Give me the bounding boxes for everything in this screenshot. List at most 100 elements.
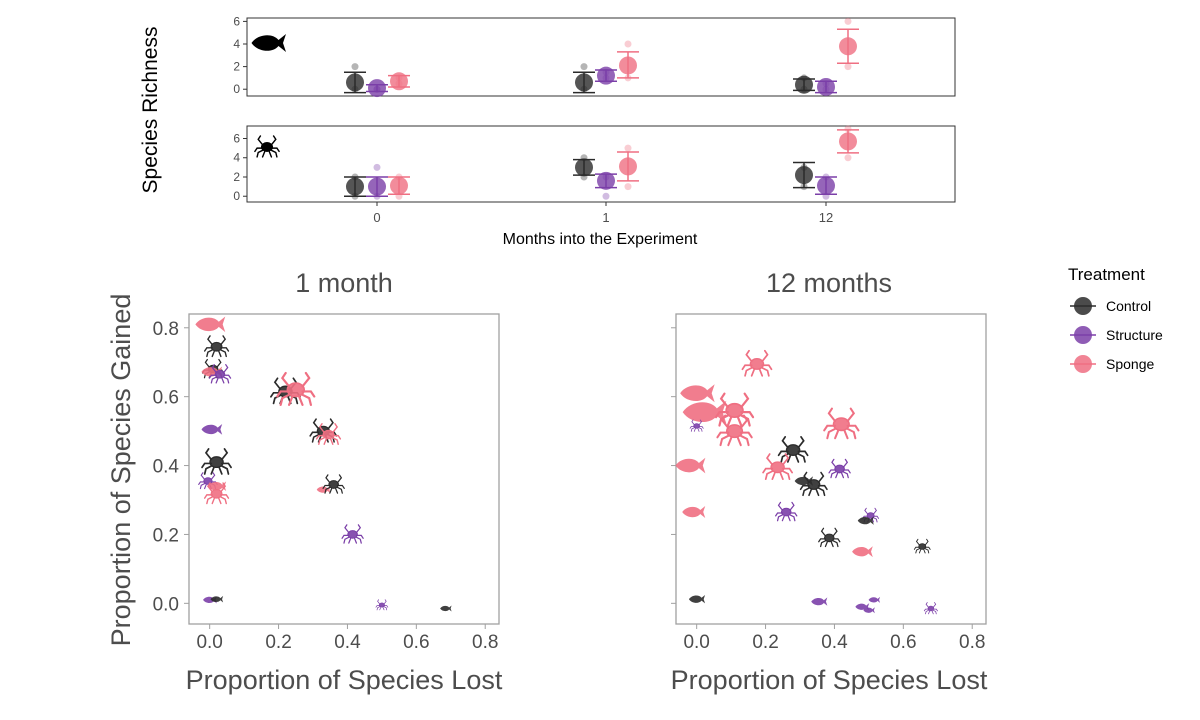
twelve-months-x-tick-label: 0.2 bbox=[752, 632, 778, 653]
legend-item-sponge: Sponge bbox=[1070, 355, 1154, 373]
fish-richness-y-tick-label: 0 bbox=[233, 82, 240, 96]
one-month-y-tick-label: 0.4 bbox=[153, 457, 180, 478]
crab-richness-mean-point bbox=[575, 158, 593, 177]
richness-x-label: Months into the Experiment bbox=[503, 231, 698, 248]
one-month-y-tick-label: 0.6 bbox=[153, 388, 179, 409]
one-month-crab-point bbox=[322, 474, 345, 494]
gain-loss-panels: Proportion of Species Gained 1 month Pro… bbox=[106, 268, 988, 695]
twelve-months-crab-point bbox=[823, 407, 860, 440]
twelve-months-x-tick-label: 0.0 bbox=[683, 632, 709, 653]
crab-silhouette-icon bbox=[254, 135, 280, 158]
one-month-x-label: Proportion of Species Lost bbox=[186, 665, 503, 695]
crab-richness-raw-point bbox=[844, 154, 852, 162]
twelve-months-crab-point bbox=[689, 419, 704, 432]
crab-richness-panel: 0 2 4 6 0 1 12 bbox=[233, 125, 956, 225]
fish-silhouette-icon bbox=[251, 34, 286, 52]
fish-richness-panel: 0 2 4 6 bbox=[233, 14, 956, 98]
fish-richness-raw-point bbox=[351, 63, 359, 71]
twelve-months-crab-point bbox=[923, 602, 938, 615]
one-month-x-tick-label: 0.0 bbox=[196, 632, 222, 653]
one-month-frame bbox=[188, 313, 500, 625]
fish-richness-mean-point bbox=[839, 37, 857, 56]
one-month-crab-point bbox=[203, 335, 230, 358]
legend-control-label: Control bbox=[1106, 298, 1151, 314]
one-month-crab-point bbox=[375, 599, 389, 611]
crab-richness-x-tick-label: 0 bbox=[373, 210, 380, 225]
twelve-months-fish-point bbox=[675, 457, 706, 474]
fish-richness-mean-point bbox=[390, 72, 408, 91]
crab-richness-y-tick-label: 4 bbox=[233, 151, 240, 165]
crab-richness-raw-point bbox=[624, 183, 632, 191]
one-month-y-tick-label: 0.2 bbox=[153, 525, 179, 546]
richness-y-label: Species Richness bbox=[139, 27, 162, 194]
crab-richness-y-tick-label: 6 bbox=[233, 132, 240, 146]
one-month-y-tick-label: 0.8 bbox=[153, 319, 179, 340]
crab-richness-mean-point bbox=[795, 166, 813, 185]
fish-richness-mean-point bbox=[619, 56, 637, 75]
crab-richness-mean-point bbox=[368, 177, 386, 196]
fish-richness-mean-point bbox=[368, 79, 386, 98]
crab-richness-x-tick-label: 12 bbox=[819, 210, 833, 225]
fish-richness-y-tick-label: 2 bbox=[233, 60, 240, 74]
crab-richness-mean-point bbox=[619, 157, 637, 176]
twelve-months-fish-point bbox=[682, 506, 706, 519]
legend-item-control: Control bbox=[1070, 297, 1151, 315]
twelve-months-crab-point bbox=[777, 435, 809, 463]
one-month-x-tick-label: 0.8 bbox=[472, 632, 498, 653]
legend-structure-label: Structure bbox=[1106, 327, 1163, 343]
one-month-fish-point bbox=[201, 423, 223, 435]
twelve-months-crab-point bbox=[913, 538, 931, 554]
twelve-months-crab-point bbox=[716, 414, 753, 447]
twelve-months-crab-point bbox=[762, 453, 793, 481]
fish-richness-raw-point bbox=[844, 63, 852, 71]
legend-sponge-swatch bbox=[1074, 355, 1092, 373]
gained-y-label: Proportion of Species Gained bbox=[106, 294, 136, 647]
fish-richness-raw-point bbox=[624, 40, 632, 48]
one-month-x-tick-label: 0.2 bbox=[265, 632, 291, 653]
twelve-months-x-tick-label: 0.4 bbox=[821, 632, 848, 653]
crab-richness-mean-point bbox=[597, 171, 615, 190]
one-month-crab-point bbox=[201, 448, 232, 475]
fish-richness-mean-point bbox=[575, 73, 593, 92]
crab-richness-raw-point bbox=[602, 192, 610, 200]
legend: Treatment Control Structure Sponge bbox=[1068, 265, 1163, 373]
twelve-months-x-tick-label: 0.8 bbox=[959, 632, 985, 653]
one-month-x-tick-label: 0.6 bbox=[403, 632, 429, 653]
crab-richness-frame bbox=[246, 125, 956, 203]
twelve-months-fish-point bbox=[811, 597, 828, 606]
one-month-title: 1 month bbox=[295, 268, 393, 298]
twelve-months-x-tick-label: 0.6 bbox=[890, 632, 916, 653]
crab-richness-mean-point bbox=[346, 177, 364, 196]
crab-richness-raw-point bbox=[844, 125, 852, 133]
crab-richness-y-tick-label: 0 bbox=[233, 189, 240, 203]
twelve-months-title: 12 months bbox=[766, 268, 892, 298]
twelve-months-crab-point bbox=[818, 527, 841, 548]
one-month-y-tick-label: 0.0 bbox=[153, 594, 179, 615]
twelve-months-x-label: Proportion of Species Lost bbox=[671, 665, 988, 695]
twelve-months-fish-point bbox=[868, 596, 881, 603]
twelve-months-fish-point bbox=[680, 384, 715, 403]
fish-richness-y-tick-label: 4 bbox=[233, 37, 240, 51]
richness-panels: Species Richness 0 2 4 6 0 2 4 6 0 1 12 Months in… bbox=[139, 14, 956, 248]
twelve-months-crab-point bbox=[828, 458, 851, 479]
fish-richness-mean-point bbox=[597, 66, 615, 85]
fish-richness-mean-point bbox=[346, 73, 364, 92]
crab-richness-y-tick-label: 2 bbox=[233, 170, 240, 184]
crab-richness-mean-point bbox=[390, 176, 408, 195]
twelve-months-crab-point bbox=[775, 501, 798, 522]
twelve-months-panel: 12 months Proportion of Species Lost 0.0… bbox=[671, 268, 988, 695]
twelve-months-crab-point bbox=[741, 349, 773, 377]
twelve-months-fish-point bbox=[688, 595, 706, 604]
fish-richness-frame bbox=[246, 17, 956, 97]
legend-sponge-label: Sponge bbox=[1106, 356, 1154, 372]
legend-title: Treatment bbox=[1068, 265, 1145, 284]
fish-richness-raw-point bbox=[844, 17, 852, 25]
crab-richness-x-tick-label: 1 bbox=[602, 210, 609, 225]
crab-richness-mean-point bbox=[839, 132, 857, 151]
legend-structure-swatch bbox=[1074, 326, 1092, 344]
fish-richness-y-tick-label: 6 bbox=[233, 14, 240, 28]
one-month-panel: 1 month Proportion of Species Lost 0.0 0.… bbox=[153, 268, 503, 695]
one-month-x-tick-label: 0.4 bbox=[334, 632, 361, 653]
fish-richness-mean-point bbox=[817, 77, 835, 96]
